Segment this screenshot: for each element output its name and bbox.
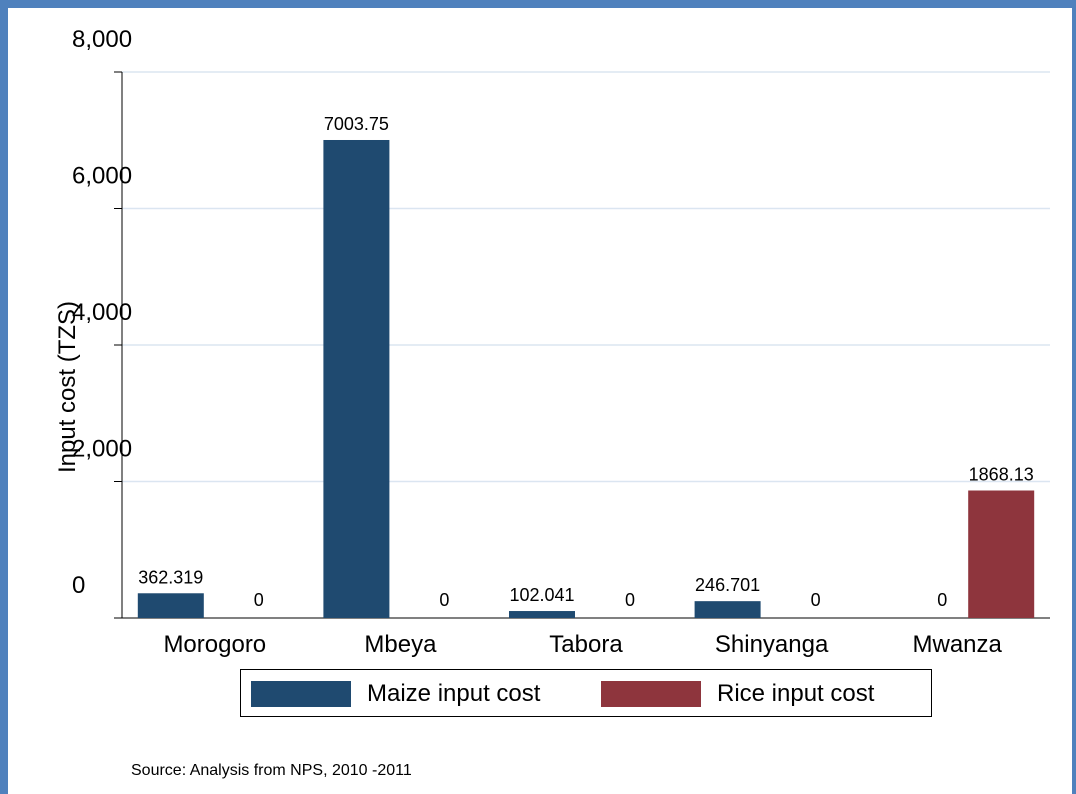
y-tick-label: 2,000 (72, 436, 132, 463)
legend-label-maize: Maize input cost (367, 680, 541, 707)
legend-item-rice: Rice input cost (601, 680, 875, 707)
data-label: 246.701 (695, 575, 760, 595)
bar-maize-tabora (509, 611, 575, 618)
bar-maize-mbeya (323, 139, 390, 618)
legend-label-rice: Rice input cost (717, 680, 875, 707)
legend-swatch-maize (251, 681, 351, 707)
data-label: 1868.13 (969, 465, 1034, 485)
bar-maize-shinyanga (694, 601, 761, 618)
chart-legend: Maize input cost Rice input cost (240, 669, 932, 717)
x-tick-label: Morogoro (163, 631, 266, 658)
data-label: 362.319 (138, 567, 203, 587)
legend-item-maize: Maize input cost (251, 680, 541, 707)
data-label: 0 (811, 590, 821, 610)
y-axis-label: Input cost (TZS) (54, 301, 81, 473)
data-label: 0 (625, 590, 635, 610)
data-label: 7003.75 (324, 114, 389, 134)
legend-swatch-rice (601, 681, 701, 707)
y-tick-label: 4,000 (72, 299, 132, 326)
data-label: 0 (254, 590, 264, 610)
data-label: 0 (937, 590, 947, 610)
x-tick-label: Mwanza (913, 631, 1003, 658)
y-tick-label: 6,000 (72, 163, 132, 190)
data-label: 102.041 (509, 585, 574, 605)
bar-rice-mwanza (968, 490, 1035, 618)
x-tick-label: Shinyanga (715, 631, 829, 658)
data-label: 0 (439, 590, 449, 610)
x-tick-label: Mbeya (364, 631, 437, 658)
source-note: Source: Analysis from NPS, 2010 -2011 (131, 762, 412, 779)
bar-maize-morogoro (137, 593, 204, 618)
x-tick-label: Tabora (549, 631, 623, 658)
y-tick-label: 0 (72, 572, 85, 599)
y-tick-label: 8,000 (72, 26, 132, 53)
